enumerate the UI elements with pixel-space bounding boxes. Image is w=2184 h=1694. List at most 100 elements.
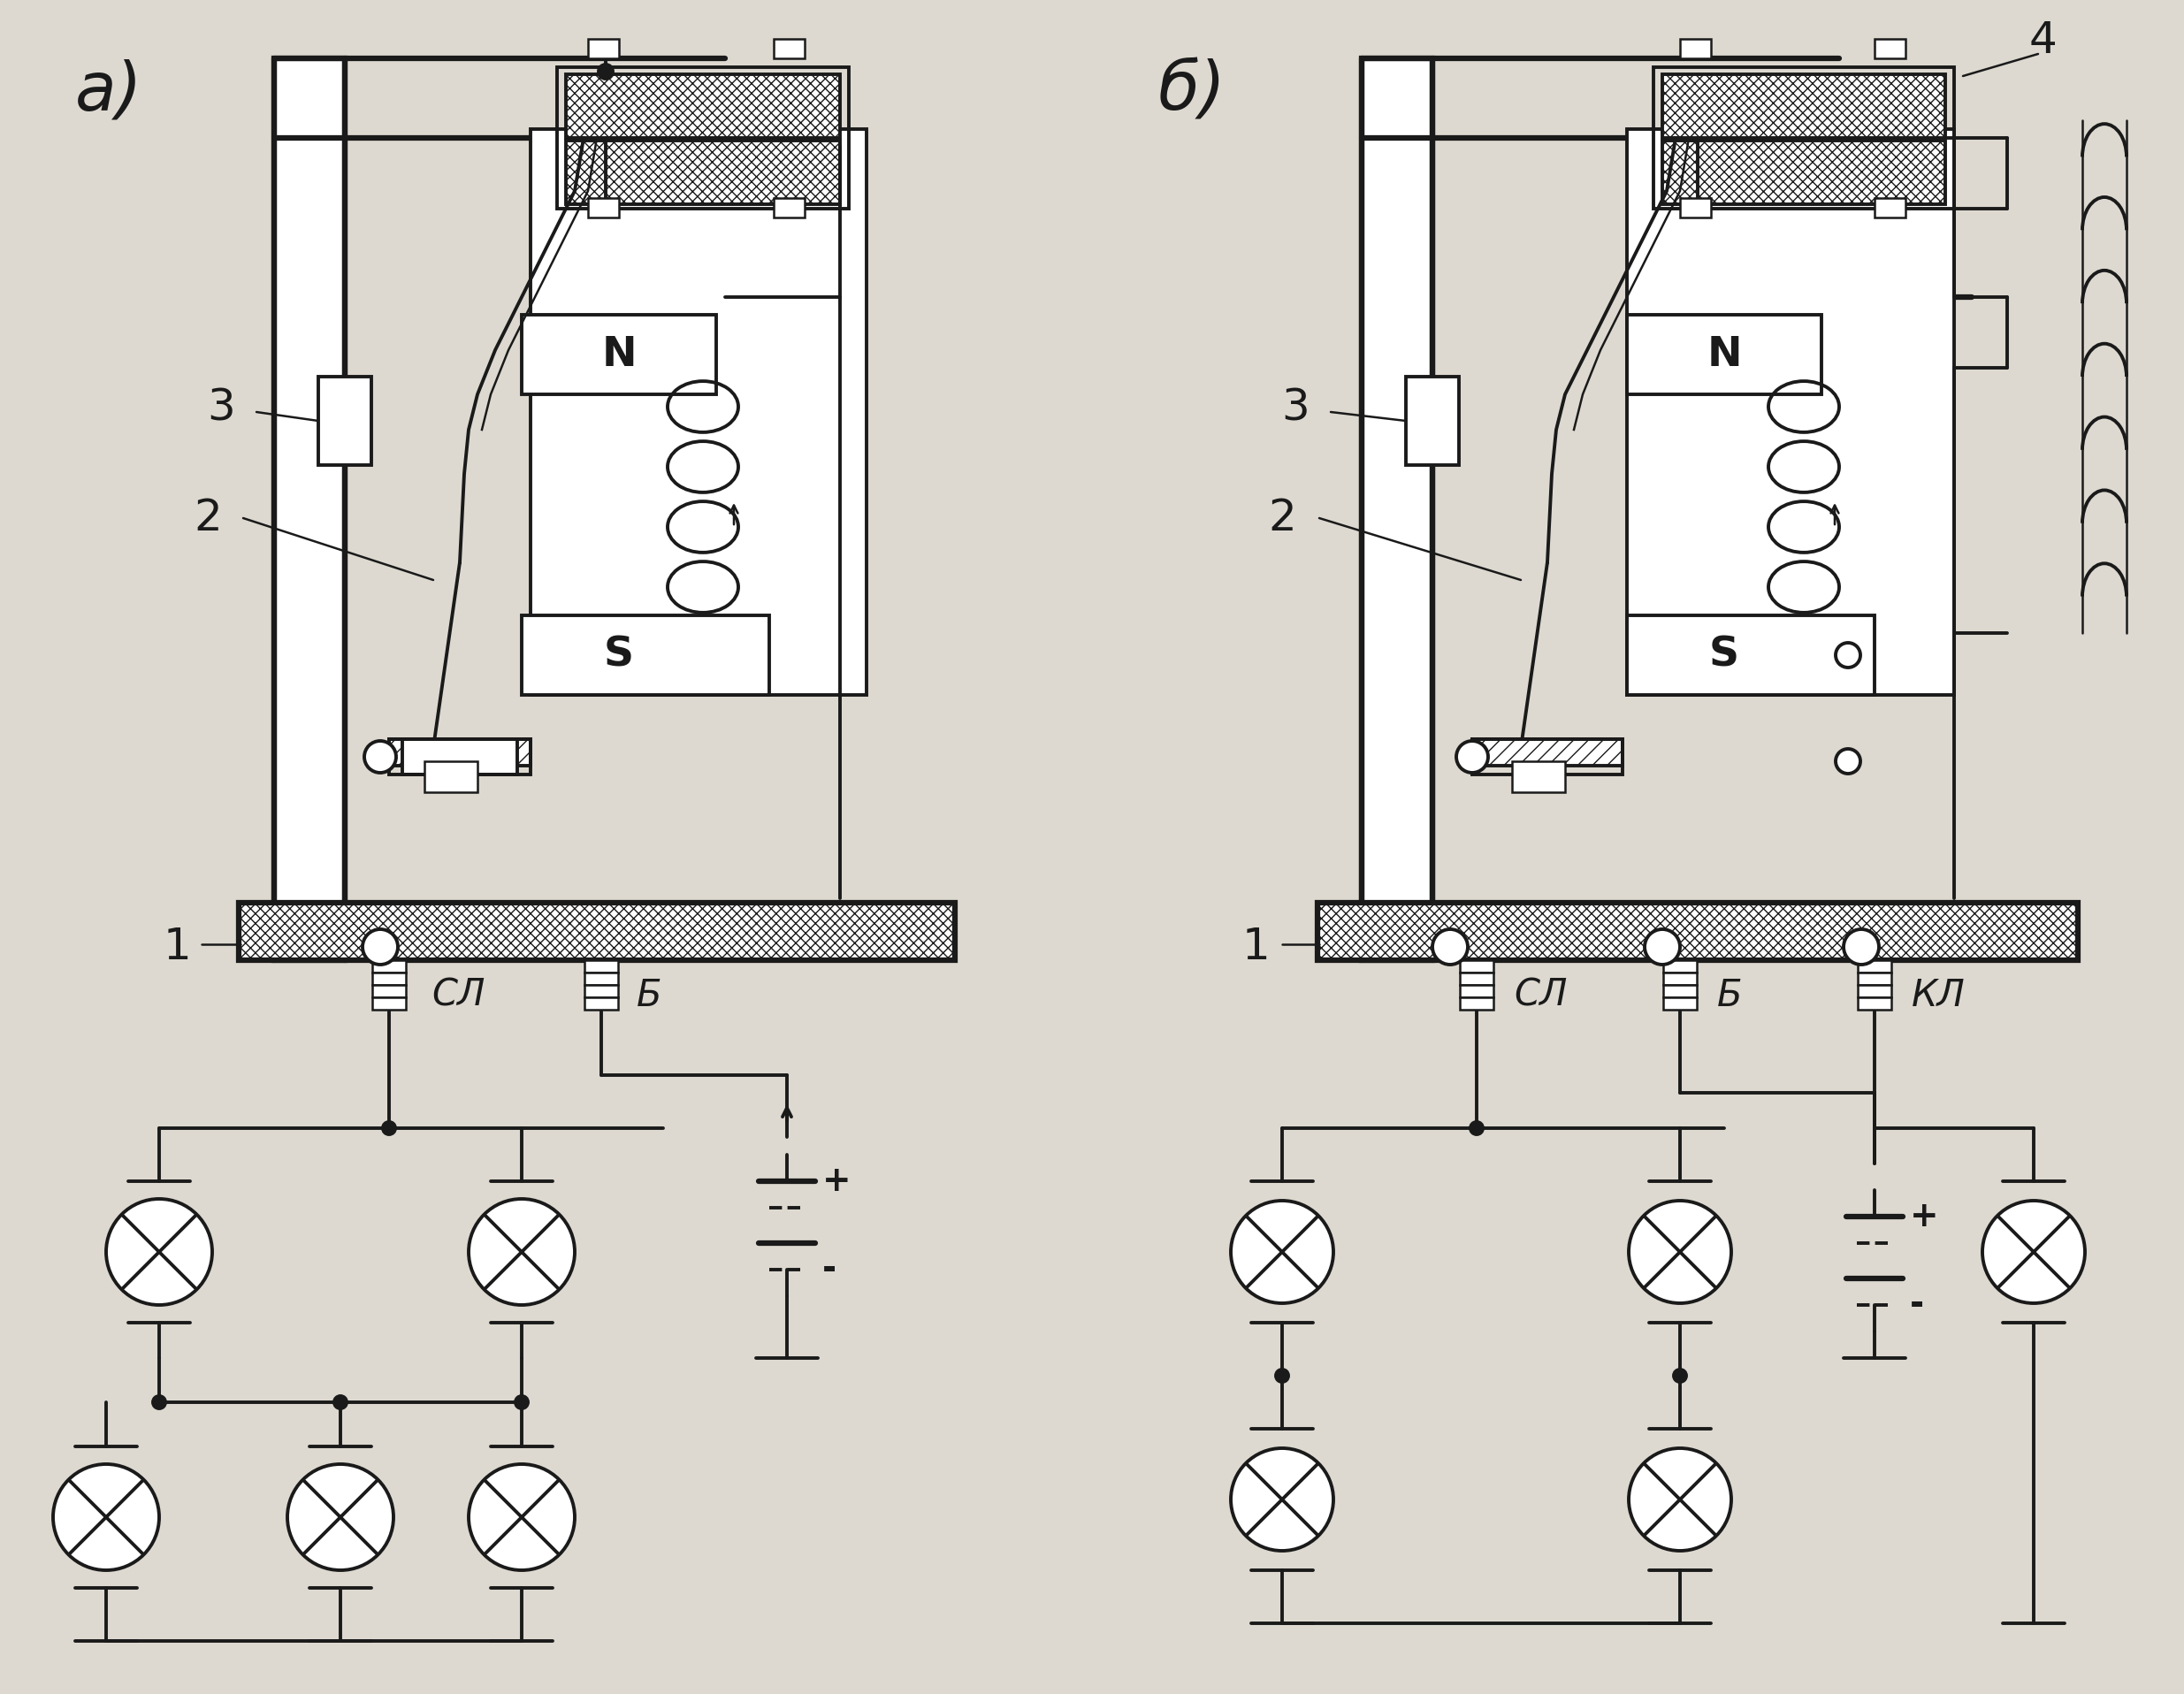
Circle shape (334, 1396, 347, 1408)
Bar (1459, 972, 1494, 984)
Circle shape (1673, 1369, 1686, 1382)
Bar (319, 376, 371, 466)
Text: +: + (823, 1164, 852, 1198)
Text: 3: 3 (207, 386, 236, 429)
Bar (1664, 972, 1697, 984)
Text: 1: 1 (164, 925, 190, 969)
Text: 2: 2 (194, 496, 223, 539)
Bar (402, 739, 518, 774)
Circle shape (1232, 1448, 1334, 1550)
Bar (566, 141, 841, 205)
Bar (1317, 903, 2077, 960)
Bar (238, 903, 954, 960)
Bar (585, 972, 618, 984)
Circle shape (1843, 930, 1878, 964)
Bar (1627, 129, 1955, 695)
Circle shape (598, 64, 614, 78)
Bar (531, 129, 867, 695)
Bar (238, 903, 954, 960)
Bar (371, 960, 406, 972)
Bar (1662, 141, 1946, 205)
Bar (1874, 39, 1904, 58)
Text: СЛ: СЛ (1514, 977, 1568, 1015)
Bar (1472, 739, 1623, 766)
Bar (1859, 984, 1891, 998)
Bar (773, 198, 804, 217)
Bar (1679, 39, 1710, 58)
Bar (1406, 376, 1459, 466)
Circle shape (1433, 930, 1468, 964)
Text: N: N (601, 335, 636, 374)
Bar (587, 39, 618, 58)
Bar (1459, 998, 1494, 1010)
Bar (389, 739, 531, 774)
Bar (371, 984, 406, 998)
Circle shape (107, 1199, 212, 1304)
Circle shape (365, 740, 395, 772)
Text: -: - (1909, 1287, 1924, 1321)
Circle shape (1470, 1121, 1483, 1135)
Bar (522, 615, 769, 695)
Bar (371, 972, 406, 984)
Text: СЛ: СЛ (432, 977, 485, 1015)
Bar (1511, 761, 1566, 793)
Circle shape (1629, 1201, 1732, 1303)
Bar (1874, 198, 1904, 217)
Bar (585, 960, 618, 972)
Bar (1664, 984, 1697, 998)
Text: 1: 1 (1241, 925, 1269, 969)
Bar (585, 998, 618, 1010)
Text: 3: 3 (1282, 386, 1310, 429)
Circle shape (1983, 1201, 2086, 1303)
Text: S: S (1710, 635, 1738, 674)
Circle shape (515, 1396, 529, 1408)
Circle shape (1457, 740, 1487, 772)
Text: +: + (1909, 1199, 1939, 1233)
Bar (1859, 960, 1891, 972)
Bar (1662, 75, 1946, 137)
Bar (773, 39, 804, 58)
Bar (566, 75, 841, 137)
Bar (1664, 960, 1697, 972)
Text: 4: 4 (2029, 19, 2057, 63)
Bar (275, 58, 345, 960)
Circle shape (1835, 642, 1861, 667)
Bar (1361, 58, 1433, 960)
Text: -: - (823, 1254, 836, 1286)
Bar (557, 68, 850, 208)
Circle shape (1629, 1448, 1732, 1550)
Circle shape (382, 1121, 395, 1135)
Text: б): б) (1158, 58, 1225, 124)
Text: S: S (603, 635, 633, 674)
Circle shape (153, 1396, 166, 1408)
Circle shape (1835, 749, 1861, 774)
Bar (389, 739, 531, 766)
Bar (1472, 739, 1623, 774)
Bar (1653, 68, 1955, 208)
Circle shape (288, 1464, 393, 1570)
Text: Б: Б (636, 977, 662, 1015)
Text: 2: 2 (1269, 496, 1295, 539)
Bar (1664, 998, 1697, 1010)
Circle shape (1275, 1369, 1289, 1382)
Text: N: N (1706, 335, 1741, 374)
Bar (424, 761, 478, 793)
Bar (1627, 315, 1821, 395)
Text: а): а) (74, 58, 142, 124)
Bar (1459, 960, 1494, 972)
Text: Б: Б (1717, 977, 1743, 1015)
Bar (1859, 998, 1891, 1010)
Bar (1459, 984, 1494, 998)
Bar (1859, 972, 1891, 984)
Circle shape (470, 1464, 574, 1570)
Text: КЛ: КЛ (1911, 977, 1966, 1015)
Bar (587, 198, 618, 217)
Circle shape (1645, 930, 1679, 964)
Circle shape (363, 930, 397, 964)
Bar (522, 315, 716, 395)
Bar (1627, 615, 1874, 695)
Bar (585, 984, 618, 998)
Circle shape (52, 1464, 159, 1570)
Bar (371, 998, 406, 1010)
Bar (1679, 198, 1710, 217)
